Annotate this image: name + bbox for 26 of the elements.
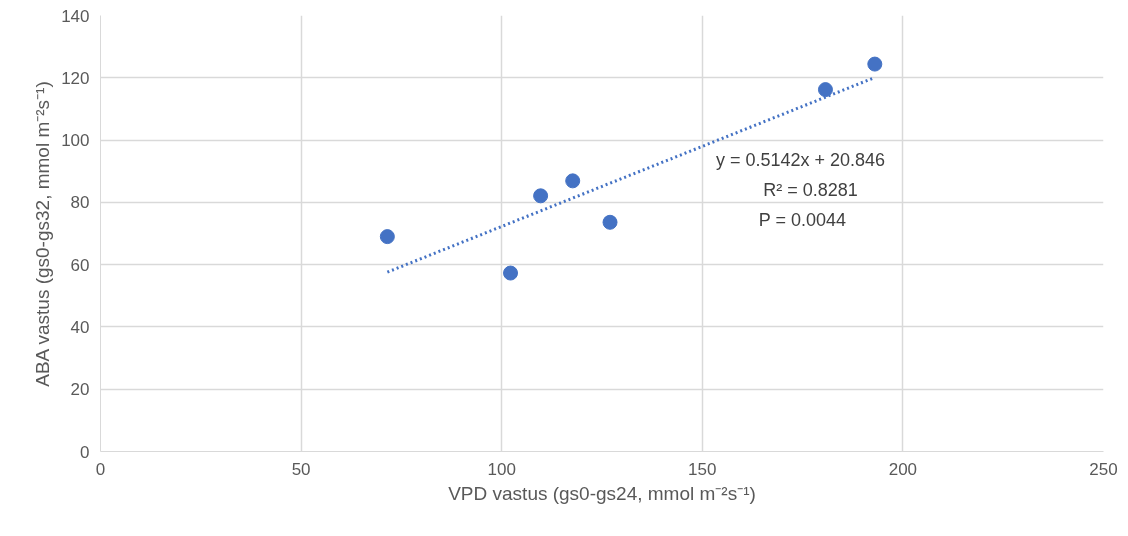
- y-tick-label: 60: [70, 255, 90, 275]
- x-tick-label: 0: [95, 459, 106, 479]
- point: [379, 229, 395, 245]
- y-tick-label: 0: [80, 442, 90, 462]
- annotation: y = 0.5142x + 20.846: [715, 149, 886, 170]
- y-tick-label: 120: [61, 68, 90, 88]
- x-axis-title: VPD vastus (gs0-gs24, mmol m⁻²s⁻¹): [448, 482, 756, 504]
- point: [565, 173, 581, 189]
- x-tick-label: 150: [688, 459, 717, 479]
- y-tick-label: 140: [61, 6, 90, 26]
- x-tick-label: 100: [487, 459, 516, 479]
- y-tick-label: 20: [70, 380, 90, 400]
- x-tick-label: 250: [1089, 459, 1118, 479]
- y-tick-label: 100: [61, 131, 90, 151]
- y-tick-label: 40: [70, 317, 90, 337]
- point: [533, 188, 549, 204]
- annotation: R² = 0.8281: [763, 179, 858, 200]
- point: [503, 265, 519, 281]
- y-axis-title: ABA vastus (gs0-gs32, mmol m⁻²s⁻¹): [32, 81, 54, 387]
- x-tick-label: 200: [888, 459, 918, 479]
- annotation: P = 0.0044: [758, 209, 846, 230]
- point: [867, 56, 883, 72]
- x-tick-label: 50: [291, 459, 311, 479]
- y-tick-label: 80: [70, 193, 90, 213]
- point: [602, 214, 618, 230]
- point: [817, 82, 833, 98]
